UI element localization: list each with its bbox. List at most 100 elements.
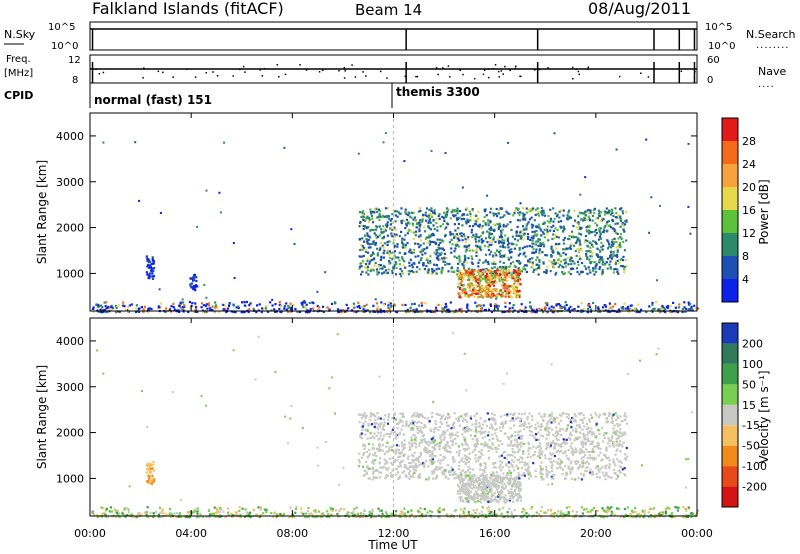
data-cell [595, 444, 598, 448]
data-cell [494, 276, 497, 279]
data-cell [540, 475, 543, 478]
data-cell [361, 425, 364, 428]
data-cell [584, 441, 588, 444]
data-cell [431, 445, 434, 449]
data-cell [553, 474, 556, 477]
data-cell [527, 449, 530, 452]
data-cell [447, 464, 450, 467]
data-cell [525, 425, 528, 429]
data-cell [542, 231, 545, 234]
data-cell [422, 249, 425, 252]
data-cell [494, 432, 497, 435]
data-cell [365, 460, 368, 463]
data-cell [512, 482, 515, 485]
data-cell [619, 471, 622, 474]
data-cell [562, 242, 566, 245]
data-cell [612, 253, 615, 256]
data-cell [441, 223, 445, 226]
data-cell [146, 259, 149, 262]
data-cell [575, 430, 578, 433]
data-cell [549, 208, 552, 211]
data-cell [638, 311, 641, 314]
data-cell [485, 272, 488, 275]
data-cell [529, 473, 532, 476]
data-cell [431, 211, 434, 214]
data-cell [237, 306, 240, 310]
data-cell [420, 301, 423, 305]
data-cell [390, 304, 393, 308]
data-cell [386, 221, 389, 224]
data-cell [475, 233, 478, 236]
data-cell [593, 273, 596, 276]
data-cell [509, 427, 512, 430]
power-ylabel: Slant Range [km] [35, 160, 49, 264]
data-cell [569, 216, 572, 219]
data-cell [457, 485, 461, 488]
data-cell [541, 467, 544, 470]
data-cell [538, 264, 541, 267]
data-cell [502, 472, 505, 475]
data-cell [546, 423, 549, 426]
data-cell [534, 251, 537, 254]
data-cell [535, 226, 538, 229]
data-cell [367, 226, 370, 229]
data-cell [429, 260, 432, 263]
data-cell [588, 229, 591, 232]
data-cell [364, 416, 367, 419]
data-cell [559, 263, 562, 266]
data-cell [578, 450, 581, 453]
data-cell [303, 299, 306, 302]
data-cell [464, 457, 467, 460]
data-cell [410, 216, 413, 219]
data-cell [506, 243, 510, 246]
data-cell [362, 414, 365, 417]
data-cell [597, 308, 600, 311]
data-cell [557, 303, 561, 306]
data-cell [403, 238, 406, 241]
data-cell [469, 471, 472, 474]
data-cell [430, 216, 434, 219]
data-cell [382, 465, 385, 468]
data-cell [232, 242, 235, 244]
data-cell [490, 243, 493, 246]
data-cell [399, 418, 402, 421]
data-cell [568, 234, 571, 238]
data-cell [613, 228, 616, 231]
data-cell [605, 472, 608, 475]
data-cell [358, 421, 361, 424]
data-cell [500, 415, 503, 418]
data-cell [431, 437, 434, 440]
data-cell [545, 310, 549, 313]
data-cell [391, 221, 394, 225]
data-cell [515, 485, 518, 489]
data-cell [307, 311, 310, 314]
data-cell [472, 498, 475, 502]
data-cell [374, 241, 377, 244]
data-cell [587, 211, 590, 214]
data-cell [502, 276, 506, 279]
data-cell [501, 421, 504, 424]
data-cell [391, 457, 394, 460]
data-cell [472, 494, 476, 497]
data-cell [564, 265, 568, 268]
data-cell [376, 412, 379, 415]
nave-point [186, 68, 188, 70]
data-cell [408, 461, 411, 464]
data-cell [418, 444, 421, 447]
data-cell [610, 253, 613, 256]
data-cell [509, 262, 512, 265]
data-cell [592, 458, 595, 461]
data-cell [474, 249, 477, 253]
data-cell [493, 279, 497, 282]
data-cell [501, 443, 504, 446]
data-cell [388, 446, 391, 449]
data-cell [402, 271, 405, 275]
data-cell [490, 262, 493, 265]
data-cell [603, 465, 606, 468]
data-cell [611, 420, 614, 423]
data-cell [457, 285, 460, 289]
data-cell [614, 412, 617, 415]
data-cell [469, 495, 472, 498]
data-cell [546, 230, 549, 233]
